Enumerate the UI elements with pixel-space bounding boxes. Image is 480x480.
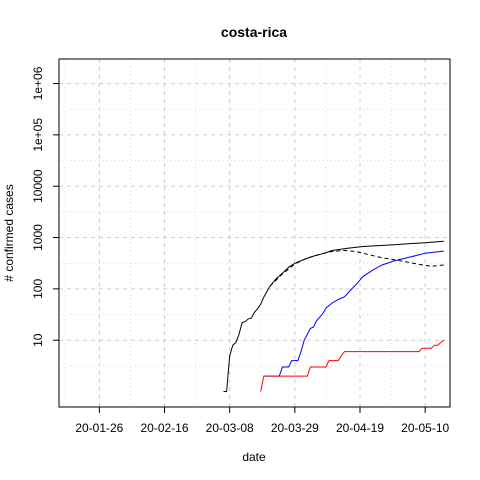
- x-tick-label: 20-03-08: [206, 421, 254, 435]
- y-axis: 10 100 1000 10000 1e+05 1e+06: [31, 66, 59, 347]
- x-tick-label: 20-05-10: [401, 421, 449, 435]
- x-tick-label: 20-02-16: [140, 421, 188, 435]
- x-axis: 20-01-26 20-02-16 20-03-08 20-03-29 20-04-19…: [75, 407, 450, 435]
- x-tick-label: 20-03-29: [271, 421, 319, 435]
- y-axis-label: # confirmed cases: [2, 184, 16, 281]
- x-axis-label: date: [242, 450, 266, 464]
- series-line-3: [263, 250, 444, 377]
- chart-title: costa-rica: [221, 24, 287, 40]
- series-line-2: [269, 249, 444, 287]
- plot-border: [58, 58, 451, 408]
- y-tick-label: 1000: [31, 224, 45, 251]
- y-tick-label: 10000: [31, 169, 45, 203]
- y-tick-label: 1e+05: [31, 118, 45, 152]
- x-tick-label: 20-01-26: [75, 421, 123, 435]
- y-tick-label: 100: [31, 279, 45, 299]
- grid-lines: [59, 59, 450, 407]
- series-line-4: [260, 339, 445, 392]
- series-lines: [223, 240, 445, 392]
- x-tick-label: 20-04-19: [336, 421, 384, 435]
- y-tick-label: 10: [31, 333, 45, 347]
- series-line-1: [223, 240, 444, 392]
- y-tick-label: 1e+06: [31, 66, 45, 100]
